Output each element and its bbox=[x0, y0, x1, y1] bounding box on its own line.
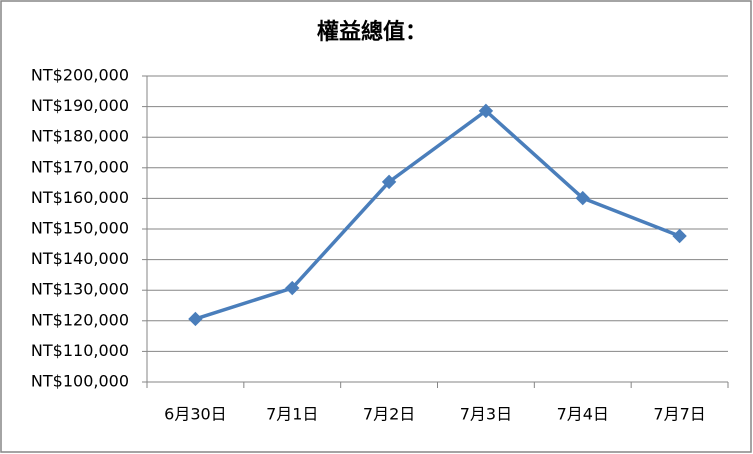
y-tick-label: NT$140,000 bbox=[31, 249, 129, 268]
x-tick-label: 7月7日 bbox=[653, 405, 705, 424]
data-point bbox=[285, 280, 300, 296]
data-point bbox=[672, 228, 687, 244]
y-tick-label: NT$200,000 bbox=[31, 66, 129, 85]
y-tick-label: NT$130,000 bbox=[31, 280, 129, 299]
series-line bbox=[194, 109, 681, 321]
y-tick-label: NT$160,000 bbox=[31, 188, 129, 207]
chart-title: 權益總值： bbox=[317, 19, 427, 45]
y-tick-label: NT$110,000 bbox=[31, 341, 129, 360]
x-tick-label: 7月1日 bbox=[266, 405, 318, 424]
y-tick-label: NT$120,000 bbox=[31, 310, 129, 329]
y-tick-label: NT$180,000 bbox=[31, 127, 129, 146]
y-tick-label: NT$190,000 bbox=[31, 96, 129, 115]
data-point bbox=[478, 103, 494, 119]
y-tick-label: NT$150,000 bbox=[31, 219, 129, 238]
x-tick-label: 7月3日 bbox=[460, 405, 512, 424]
x-tick-label: 7月2日 bbox=[363, 405, 415, 424]
x-tick-label: 6月30日 bbox=[164, 405, 227, 424]
y-tick-label: NT$100,000 bbox=[31, 372, 129, 391]
x-tick-label: 7月4日 bbox=[557, 405, 609, 424]
data-point bbox=[381, 174, 397, 190]
data-point bbox=[575, 190, 590, 206]
y-tick-label: NT$170,000 bbox=[31, 157, 129, 176]
data-point bbox=[188, 311, 203, 327]
